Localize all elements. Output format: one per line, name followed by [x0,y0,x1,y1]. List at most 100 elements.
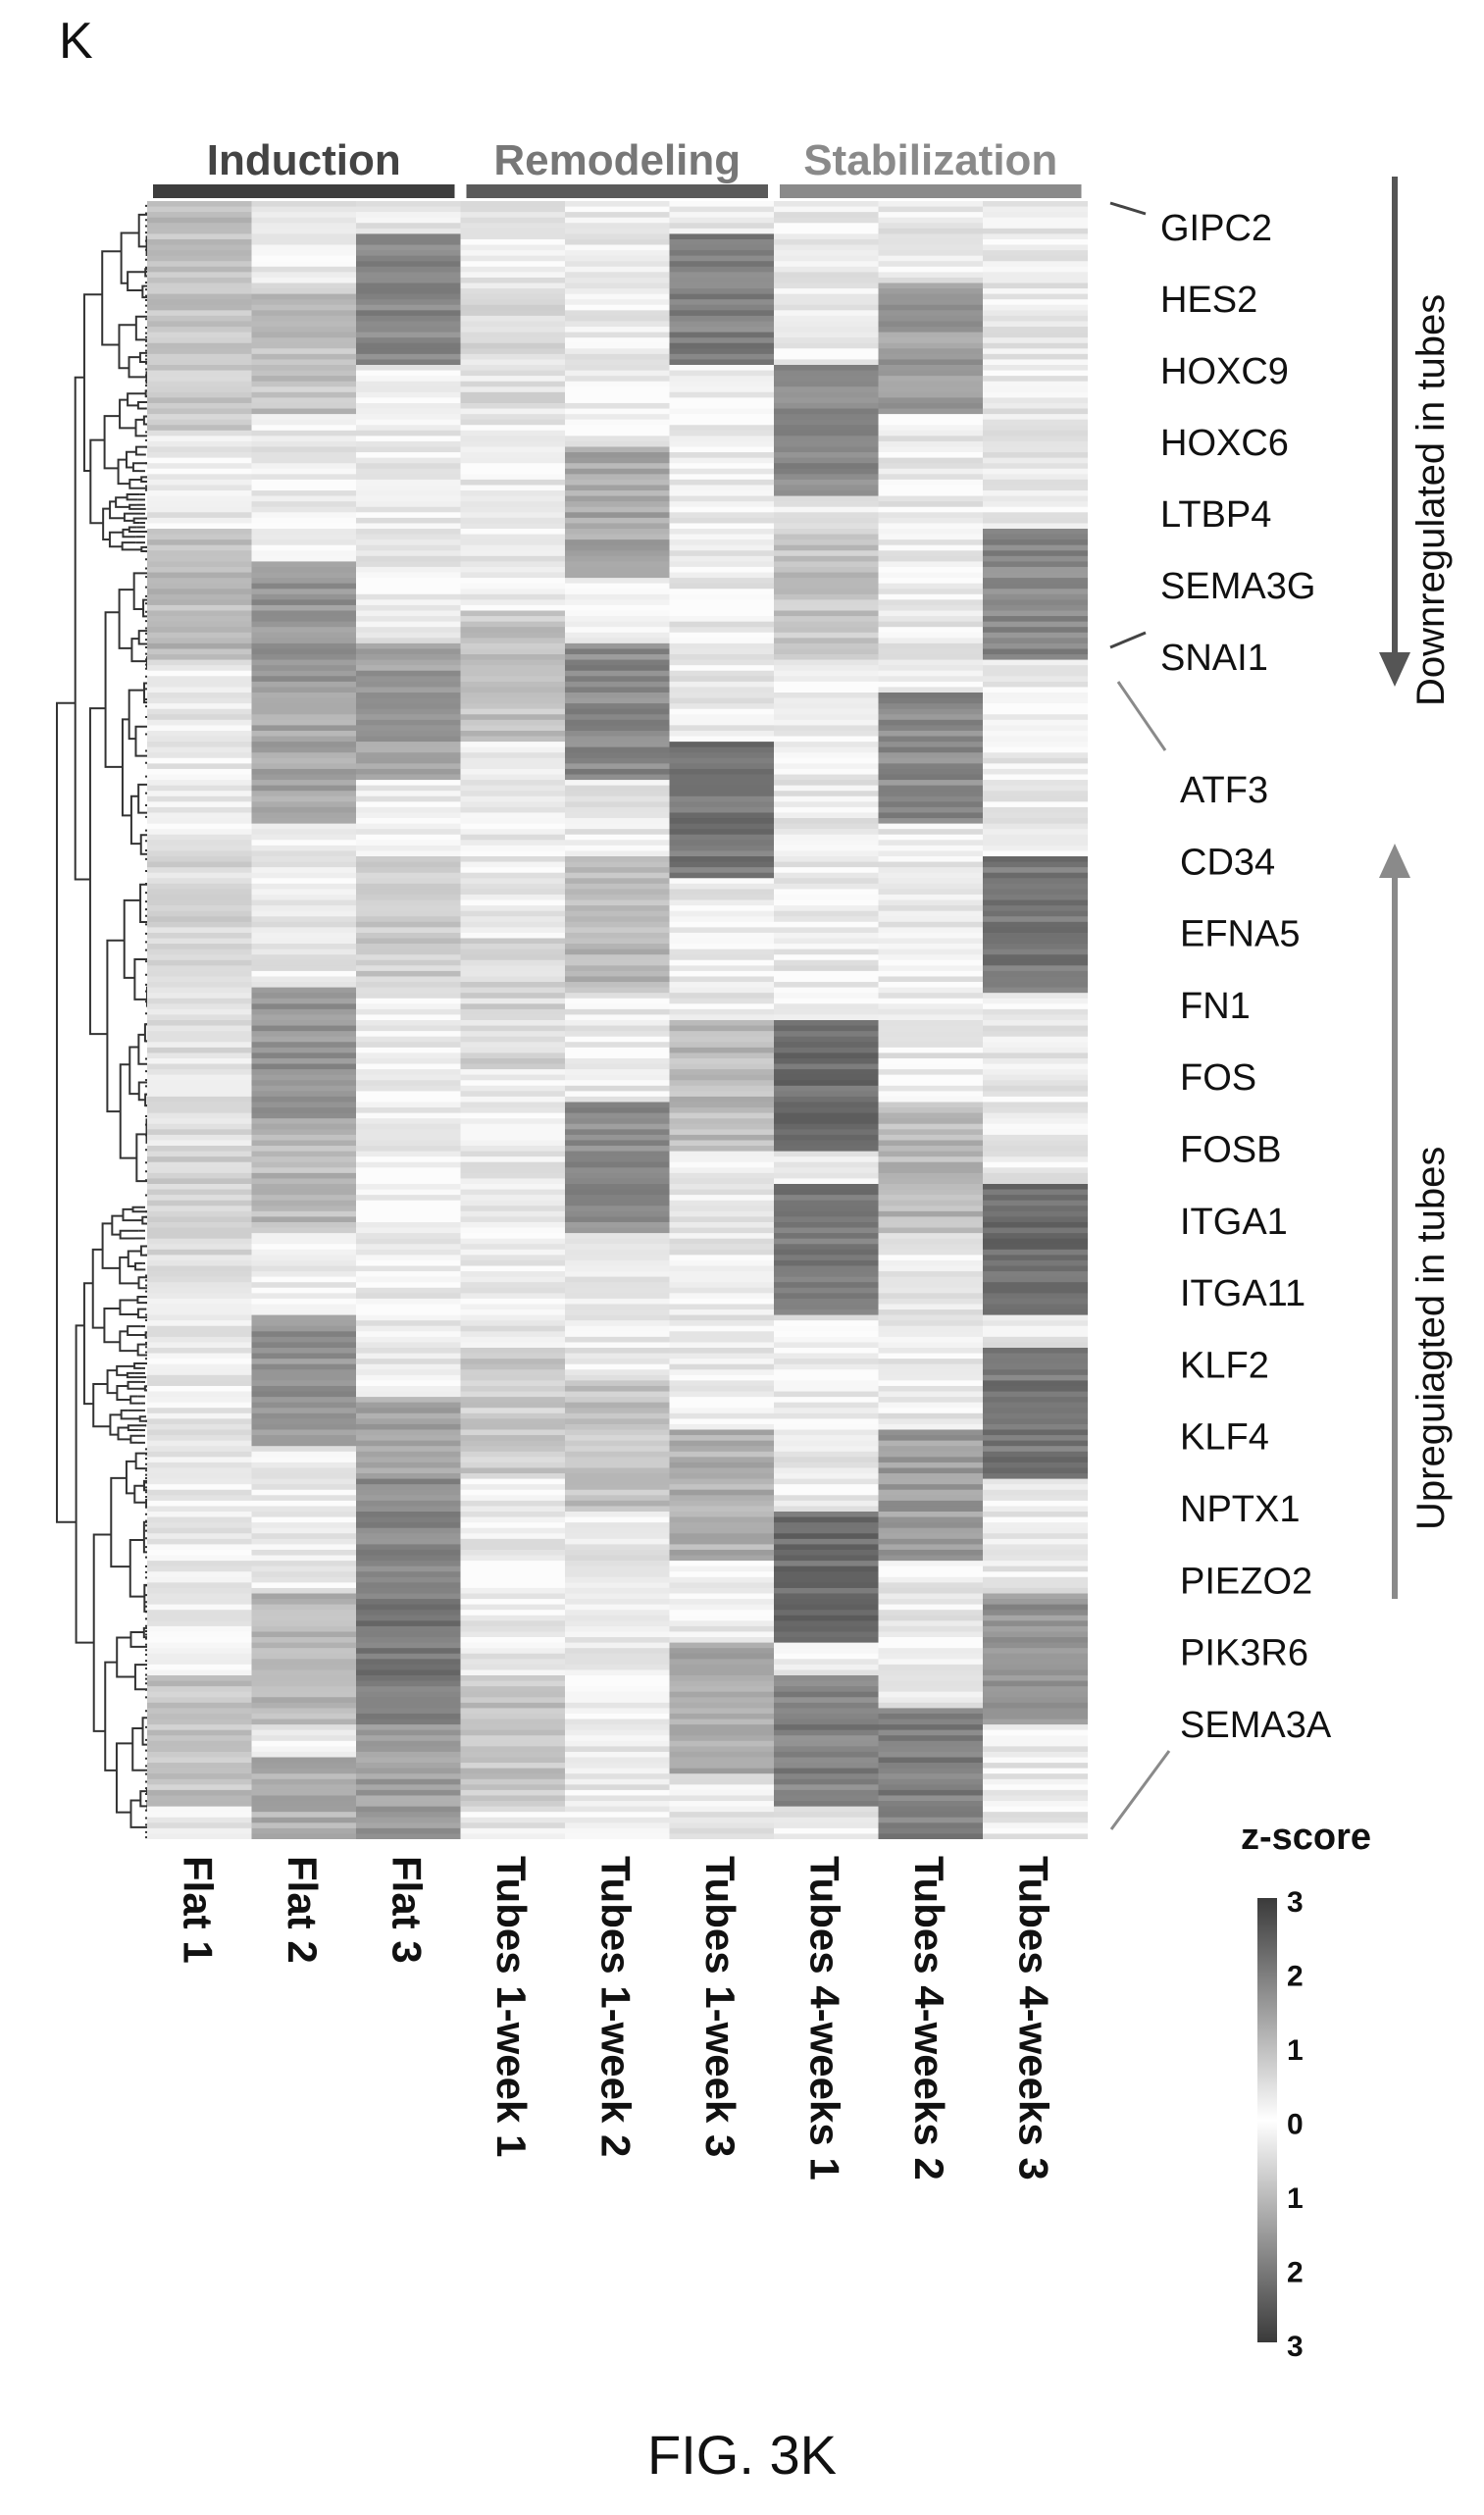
heatmap-cell [878,593,984,600]
heatmap-cell [460,1522,566,1529]
heatmap-cell [878,725,984,732]
heatmap-cell [251,1429,357,1436]
heatmap-cell [147,1167,252,1174]
heatmap-cell [251,501,357,508]
heatmap-cell [878,949,984,955]
heatmap-cell [774,1538,879,1545]
heatmap-cell [565,1778,670,1785]
heatmap-cell [774,1610,879,1617]
heatmap-cell [983,1429,1088,1436]
heatmap-cell [669,1161,775,1168]
heatmap-cell [565,1293,670,1300]
heatmap-cell [983,1478,1088,1485]
heatmap-cell [251,872,357,879]
heatmap-cell [565,785,670,792]
heatmap-cell [878,1610,984,1617]
heatmap-cell [460,780,566,787]
heatmap-cell [774,566,879,574]
heatmap-cell [565,1080,670,1087]
heatmap-cell [774,1724,879,1731]
heatmap-cell [669,327,775,334]
heatmap-cell [983,1184,1088,1191]
heatmap-cell [774,1363,879,1370]
heatmap-cell [565,495,670,502]
heatmap-cell [460,1451,566,1458]
heatmap-cell [878,856,984,863]
heatmap-cell [983,610,1088,617]
heatmap-cell [251,1074,357,1081]
heatmap-cell [565,1008,670,1016]
heatmap-cell [774,648,879,655]
heatmap-cell [983,1746,1088,1753]
heatmap-cell [251,555,357,562]
heatmap-cell [356,342,461,349]
heatmap-cell [356,250,461,257]
heatmap-cell [147,1561,252,1567]
heatmap-cell [460,1495,566,1502]
heatmap-cell [774,1697,879,1704]
heatmap-cell [669,1457,775,1463]
heatmap-cell [356,299,461,306]
heatmap-cell [356,730,461,738]
heatmap-cell [251,642,357,650]
heatmap-cell [356,529,461,536]
heatmap-cell [251,1107,357,1114]
heatmap-cell [983,768,1088,776]
heatmap-cell [251,1238,357,1245]
heatmap-cell [356,768,461,776]
heatmap-cell [774,654,879,661]
heatmap-cell [878,1107,984,1114]
heatmap-cell [669,1702,775,1709]
heatmap-cell [983,910,1088,917]
heatmap-cell [460,1724,566,1731]
heatmap-cell [565,687,670,693]
heatmap-cell [460,1506,566,1513]
heatmap-cell [356,1789,461,1797]
heatmap-cell [251,1282,357,1289]
heatmap-cell [147,845,252,852]
heatmap-cell [878,1276,984,1283]
heatmap-cell [147,1140,252,1147]
heatmap-cell [251,894,357,901]
heatmap-cell [356,889,461,896]
heatmap-cell [983,1244,1088,1251]
heatmap-cell [983,1440,1088,1447]
heatmap-cell [669,1293,775,1300]
heatmap-cell [983,1512,1088,1518]
heatmap-cell [878,1074,984,1081]
heatmap-cell [460,1325,566,1332]
heatmap-cell [774,1216,879,1223]
dendrogram-branch [127,1424,147,1432]
heatmap-cell [983,1571,1088,1578]
heatmap-cell [565,1631,670,1638]
heatmap-cell [878,1391,984,1398]
heatmap-cell [983,1134,1088,1142]
heatmap-cell [565,693,670,699]
heatmap-cell [251,1221,357,1229]
heatmap-cell [983,244,1088,251]
heatmap-cell [774,1593,879,1600]
heatmap-cell [565,806,670,814]
heatmap-cell [460,1249,566,1256]
heatmap-cell [147,589,252,595]
heatmap-cell [878,1549,984,1557]
heatmap-cell [356,1353,461,1360]
heatmap-cell [878,1052,984,1059]
heatmap-cell [460,659,566,666]
heatmap-cell [356,1473,461,1480]
heatmap-cell [983,1713,1088,1720]
heatmap-cell [356,1129,461,1136]
heatmap-cell [356,348,461,355]
heatmap-cell [669,1533,775,1540]
heatmap-cell [669,1129,775,1136]
heatmap-cell [774,861,879,868]
heatmap-cell [983,1402,1088,1409]
heatmap-cell [983,1189,1088,1196]
gene-label: ITGA1 [1180,1202,1288,1243]
gene-label: LTBP4 [1160,494,1271,536]
heatmap-cell [147,1025,252,1032]
heatmap-cell [460,1604,566,1611]
heatmap-cell [565,976,670,983]
heatmap-cell [460,1271,566,1278]
heatmap-cell [983,1195,1088,1202]
